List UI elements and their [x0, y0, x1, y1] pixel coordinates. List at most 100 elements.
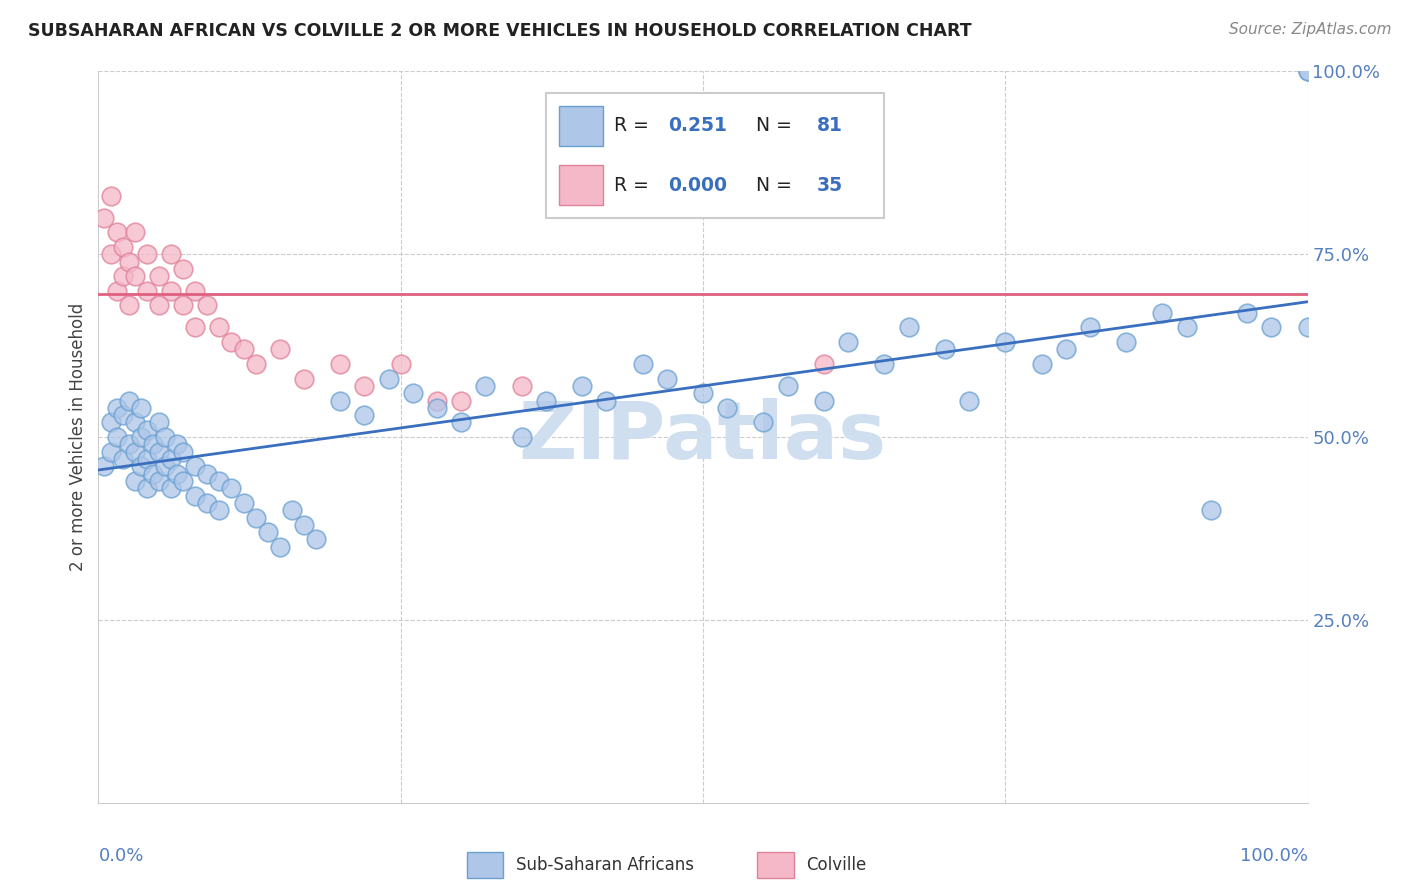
Point [1296, 64, 1319, 78]
Point [160, 481, 183, 495]
FancyBboxPatch shape [467, 852, 503, 878]
Point [510, 379, 533, 393]
Point [153, 459, 176, 474]
Point [124, 474, 146, 488]
Point [184, 320, 207, 334]
Point [813, 357, 835, 371]
Point [105, 284, 128, 298]
Point [221, 481, 243, 495]
Point [148, 444, 170, 458]
Point [172, 444, 194, 458]
Point [111, 240, 134, 254]
Point [160, 452, 183, 467]
Text: ZIPatlas: ZIPatlas [519, 398, 887, 476]
Point [1236, 306, 1258, 320]
Point [571, 379, 593, 393]
Point [93, 211, 115, 225]
Point [450, 416, 472, 430]
Point [1260, 320, 1282, 334]
Point [118, 298, 141, 312]
Point [93, 459, 115, 474]
Point [184, 459, 207, 474]
Point [1152, 306, 1174, 320]
Point [135, 481, 157, 495]
Point [135, 284, 157, 298]
Point [353, 408, 375, 422]
Point [474, 379, 496, 393]
Point [184, 489, 207, 503]
Point [184, 284, 207, 298]
Point [129, 401, 152, 415]
Point [100, 416, 122, 430]
Point [208, 474, 231, 488]
Point [994, 334, 1017, 349]
Point [148, 416, 170, 430]
Text: 0.0%: 0.0% [98, 847, 143, 864]
Point [281, 503, 304, 517]
Point [100, 444, 122, 458]
Point [510, 430, 533, 444]
Point [172, 298, 194, 312]
Point [124, 416, 146, 430]
Point [245, 357, 267, 371]
Point [1054, 343, 1077, 357]
Point [111, 452, 134, 467]
Point [534, 393, 557, 408]
Point [292, 371, 315, 385]
Point [118, 254, 141, 268]
Point [426, 393, 449, 408]
Point [631, 357, 654, 371]
Point [692, 386, 714, 401]
Point [1078, 320, 1101, 334]
Point [142, 437, 165, 451]
Point [873, 357, 896, 371]
Point [111, 269, 134, 284]
Point [208, 320, 231, 334]
Point [450, 393, 472, 408]
Point [269, 343, 291, 357]
Point [129, 459, 152, 474]
Point [148, 298, 170, 312]
Point [1296, 64, 1319, 78]
Point [426, 401, 449, 415]
Point [172, 261, 194, 276]
Point [172, 474, 194, 488]
Point [389, 357, 412, 371]
Text: Colville: Colville [806, 856, 866, 874]
Point [166, 467, 188, 481]
Point [377, 371, 399, 385]
Point [221, 334, 243, 349]
Point [329, 357, 352, 371]
Y-axis label: 2 or more Vehicles in Household: 2 or more Vehicles in Household [69, 303, 87, 571]
Point [100, 247, 122, 261]
Point [813, 393, 835, 408]
Point [957, 393, 980, 408]
Point [153, 430, 176, 444]
Point [105, 401, 128, 415]
Point [148, 269, 170, 284]
Point [292, 517, 315, 532]
Point [124, 225, 146, 239]
Point [142, 467, 165, 481]
Point [353, 379, 375, 393]
Point [752, 416, 775, 430]
Point [195, 496, 218, 510]
Point [129, 430, 152, 444]
Point [329, 393, 352, 408]
Point [135, 452, 157, 467]
Text: 100.0%: 100.0% [1240, 847, 1308, 864]
Point [100, 188, 122, 202]
Point [716, 401, 738, 415]
Point [1199, 503, 1222, 517]
Point [118, 437, 141, 451]
Point [1031, 357, 1053, 371]
Point [118, 393, 141, 408]
Point [837, 334, 859, 349]
Point [402, 386, 425, 401]
Point [934, 343, 956, 357]
Point [897, 320, 920, 334]
Point [1296, 320, 1319, 334]
FancyBboxPatch shape [758, 852, 793, 878]
Point [1175, 320, 1198, 334]
Text: SUBSAHARAN AFRICAN VS COLVILLE 2 OR MORE VEHICLES IN HOUSEHOLD CORRELATION CHART: SUBSAHARAN AFRICAN VS COLVILLE 2 OR MORE… [28, 22, 972, 40]
